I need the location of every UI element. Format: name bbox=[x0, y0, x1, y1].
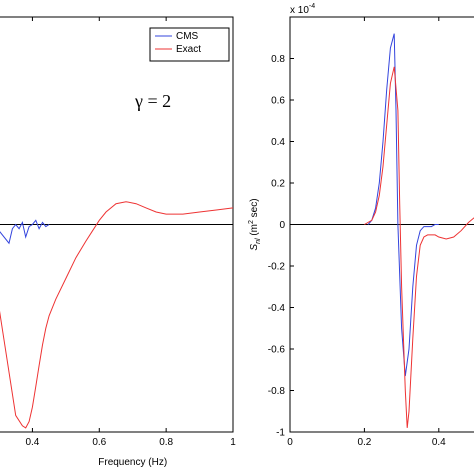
legend-label-cms: CMS bbox=[176, 31, 199, 42]
right-axis-ticks: -1 -0.8 -0.6 -0.4 -0.2 0 0.2 0.4 0.6 0.8 0 0.2 0.4 bbox=[268, 17, 446, 448]
right-series-cms bbox=[367, 33, 439, 377]
left-series-cms bbox=[0, 219, 50, 245]
right-y-tick-label: -0.4 bbox=[268, 303, 286, 314]
y-multiplier-base: x 10 bbox=[290, 5, 309, 16]
ylabel-units: (m bbox=[249, 224, 260, 238]
right-y-tick-label: -1 bbox=[276, 428, 285, 439]
legend-label-exact: Exact bbox=[176, 44, 201, 55]
ylabel-superscript: 2 bbox=[248, 220, 255, 224]
right-y-tick-label: -0.8 bbox=[268, 386, 286, 397]
right-y-tick-label: 0.6 bbox=[271, 96, 285, 107]
right-y-axis-label: Snl (m2 sec) bbox=[248, 198, 262, 250]
right-y-tick-label: -0.6 bbox=[268, 345, 286, 356]
left-x-tick-label: 0.6 bbox=[92, 437, 106, 448]
right-x-tick-label: 0 bbox=[287, 437, 293, 448]
left-x-tick-label: 0.4 bbox=[25, 437, 39, 448]
legend-box bbox=[149, 27, 230, 62]
left-x-tick-label: 1 bbox=[230, 437, 236, 448]
y-axis-multiplier: x 10-4 bbox=[290, 3, 315, 16]
right-series-exact bbox=[364, 66, 474, 428]
left-x-tick-label: 0.8 bbox=[159, 437, 173, 448]
right-y-tick-label: 0.8 bbox=[271, 54, 285, 65]
right-series-lines bbox=[290, 33, 474, 428]
left-series-exact bbox=[0, 201, 234, 429]
left-series-lines bbox=[0, 201, 234, 429]
left-x-axis-label: Frequency (Hz) bbox=[98, 457, 167, 468]
right-chart-panel: -1 -0.8 -0.6 -0.4 -0.2 0 0.2 0.4 0.6 0.8 0 0.2 0.4 x… bbox=[248, 3, 474, 448]
gamma-annotation: γ = 2 bbox=[134, 91, 171, 111]
ylabel-main: S bbox=[249, 244, 260, 251]
right-y-tick-label: -0.2 bbox=[268, 262, 286, 273]
y-multiplier-exponent: -4 bbox=[309, 3, 315, 10]
right-y-tick-label: 0 bbox=[279, 220, 285, 231]
right-x-tick-label: 0.2 bbox=[357, 437, 371, 448]
right-y-tick-label: 0.2 bbox=[271, 179, 285, 190]
left-chart-panel: 0.4 0.6 0.8 1 Frequency (Hz) γ = 2 CMS Exac… bbox=[0, 16, 236, 468]
ylabel-units-end: sec) bbox=[249, 198, 260, 220]
legend: CMS Exact bbox=[149, 27, 230, 62]
left-x-ticks: 0.4 0.6 0.8 1 bbox=[25, 17, 236, 448]
ylabel-subscript: nl bbox=[255, 238, 262, 244]
right-x-tick-label: 0.4 bbox=[432, 437, 446, 448]
right-y-tick-label: 0.4 bbox=[271, 137, 285, 148]
